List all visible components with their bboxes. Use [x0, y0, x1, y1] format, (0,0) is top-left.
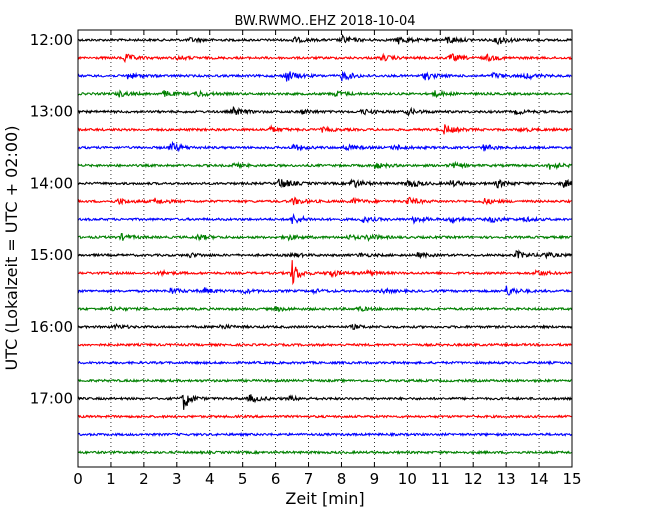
- trace-1245: [77, 89, 572, 99]
- x-tick-label: 14: [530, 470, 549, 488]
- trace-1200: [77, 33, 572, 46]
- trace-1400: [77, 178, 573, 189]
- trace-1600: [77, 323, 572, 331]
- y-tick-label: 14:00: [30, 174, 73, 192]
- trace-1330: [77, 140, 572, 153]
- trace-1345: [77, 160, 572, 171]
- y-tick-label: 13:00: [30, 103, 73, 121]
- y-tick-label: 12:00: [30, 31, 73, 49]
- y-axis-ticks: 12:00 13:00 14:00 15:00 16:00 17:00: [30, 31, 572, 408]
- trace-1315: [77, 124, 572, 135]
- x-tick-label: 8: [337, 470, 347, 488]
- x-tick-label: 4: [205, 470, 215, 488]
- trace-1730: [77, 431, 572, 438]
- x-tick-label: 0: [73, 470, 83, 488]
- x-tick-label: 1: [106, 470, 116, 488]
- x-tick-label: 2: [139, 470, 149, 488]
- y-tick-label: 15:00: [30, 246, 73, 264]
- seismogram-traces: [77, 33, 573, 456]
- x-tick-label: 7: [304, 470, 314, 488]
- trace-1715: [77, 414, 572, 420]
- trace-1545: [77, 305, 573, 313]
- x-tick-label: 6: [271, 470, 281, 488]
- x-tick-label: 3: [172, 470, 182, 488]
- trace-1445: [77, 232, 572, 242]
- x-tick-label: 11: [431, 470, 450, 488]
- x-tick-label: 10: [398, 470, 417, 488]
- trace-1700: [77, 394, 572, 410]
- x-axis-ticks: 0 1 2 3 4 5 6 7 8 9 10 11 12 13 14 15: [73, 30, 582, 488]
- trace-1430: [77, 212, 572, 225]
- trace-1515: [77, 260, 572, 286]
- trace-1300: [77, 105, 572, 117]
- chart-title: BW.RWMO..EHZ 2018-10-04: [234, 14, 415, 29]
- trace-1500: [77, 249, 572, 260]
- x-tick-label: 13: [497, 470, 516, 488]
- trace-1215: [77, 52, 572, 64]
- trace-1645: [77, 377, 572, 384]
- trace-1745: [77, 449, 572, 456]
- x-tick-label: 9: [370, 470, 380, 488]
- x-tick-label: 12: [464, 470, 483, 488]
- y-axis-label: UTC (Lokalzeit = UTC + 02:00): [2, 126, 21, 371]
- trace-1530: [77, 285, 572, 296]
- trace-1230: [77, 70, 572, 82]
- x-axis-label: Zeit [min]: [285, 489, 364, 508]
- trace-1630: [77, 360, 572, 366]
- vertical-grid: [110, 30, 540, 467]
- trace-1415: [77, 196, 572, 206]
- y-tick-label: 17:00: [30, 390, 73, 408]
- y-tick-label: 16:00: [30, 318, 73, 336]
- x-tick-label: 5: [238, 470, 248, 488]
- plot-frame: [77, 29, 573, 468]
- x-tick-label: 15: [562, 470, 581, 488]
- trace-1615: [77, 342, 572, 348]
